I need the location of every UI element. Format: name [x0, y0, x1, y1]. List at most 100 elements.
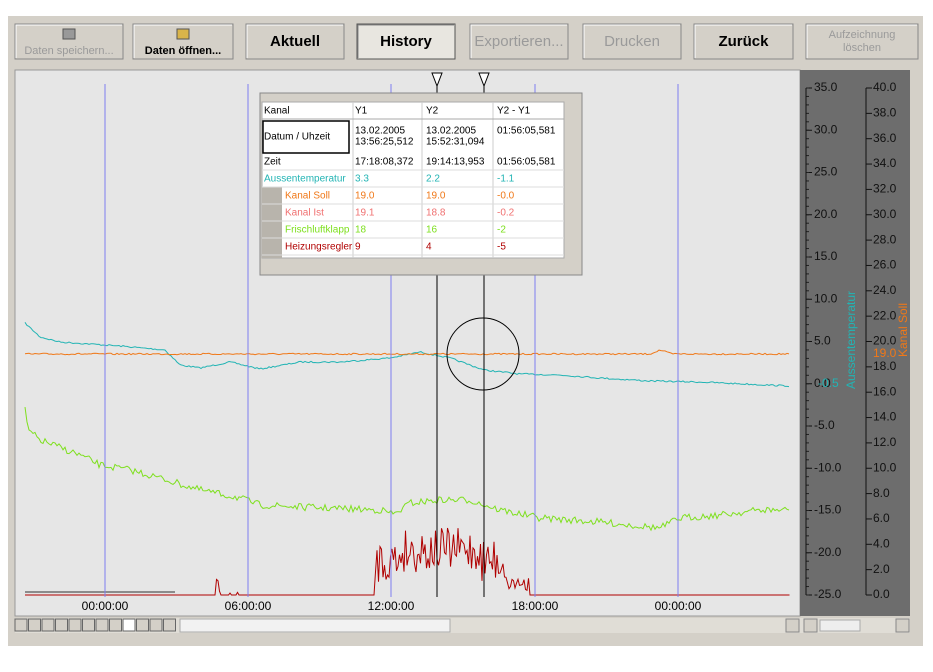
- left-tick-label: 35.0: [814, 80, 838, 94]
- left-tick-label: -20.0: [814, 545, 842, 559]
- table-cell: 13:56:25,512: [355, 137, 414, 148]
- button-label[interactable]: Aktuell: [270, 33, 320, 50]
- right-tick-label: 8.0: [873, 486, 890, 500]
- right-tick-label: 24.0: [873, 283, 897, 297]
- left-tick-label: -5.0: [814, 418, 835, 432]
- table-cell: 01:56:05,581: [497, 126, 556, 137]
- toolbar-button[interactable]: [693, 23, 794, 60]
- button-label[interactable]: Daten speichern...: [24, 45, 113, 57]
- tool-icon[interactable]: [163, 618, 176, 632]
- left-tick-label: 20.0: [814, 207, 838, 221]
- button-bevel: [806, 24, 917, 58]
- table-cell: 19:14:13,953: [426, 157, 485, 168]
- scroll-thumb[interactable]: [179, 618, 451, 633]
- right-axis-title: Kanal Soll: [896, 303, 910, 357]
- table-cell: 17:18:08,372: [355, 157, 414, 168]
- button-bevel: [470, 24, 567, 58]
- right-tick-label: 38.0: [873, 106, 897, 120]
- tool-icon[interactable]: [41, 618, 55, 632]
- trace: [25, 527, 790, 596]
- right-tick-label: 4.0: [873, 536, 890, 550]
- table-cell: Frischluftklapp: [285, 225, 350, 236]
- left-tick-label: 5.0: [814, 334, 831, 348]
- table-cell: Kanal Soll: [285, 191, 330, 202]
- left-marker: -0.5: [818, 376, 839, 390]
- right-tick-label: 28.0: [873, 232, 897, 246]
- button-label[interactable]: Aufzeichnung löschen: [829, 29, 896, 54]
- button-icon: [176, 28, 190, 40]
- scroll-right-2[interactable]: [895, 618, 910, 633]
- cursor-handle[interactable]: [431, 72, 443, 88]
- table-cell: 13.02.2005: [426, 126, 476, 137]
- left-tick-label: -15.0: [814, 503, 842, 517]
- button-label[interactable]: History: [380, 33, 432, 50]
- table-cell: 19.0: [355, 191, 375, 202]
- tool-icon[interactable]: [82, 618, 95, 632]
- right-tick-label: 16.0: [873, 384, 897, 398]
- table-cell: 3.3: [355, 174, 369, 185]
- tool-icon[interactable]: [14, 618, 28, 632]
- left-tick-label: 10.0: [814, 291, 838, 305]
- time-label: 00:00:00: [82, 599, 129, 613]
- table-cell: Kanal Ist: [285, 208, 324, 219]
- traces: [24, 322, 790, 596]
- table-cell: 9: [355, 242, 361, 253]
- left-tick-label: 15.0: [814, 249, 838, 263]
- trace: [24, 407, 790, 532]
- table-cell: Aussentemperatur: [264, 174, 346, 185]
- table-cell: 16: [426, 225, 438, 236]
- toolbar-button[interactable]: [582, 23, 682, 60]
- table-header: Y2: [426, 106, 439, 117]
- axis-panel: [800, 70, 910, 616]
- button-bevel: [694, 24, 792, 58]
- button-icon: [62, 28, 76, 40]
- table-cell: 15:52:31,094: [426, 137, 485, 148]
- tool-icon[interactable]: [109, 618, 122, 632]
- table-cell: 18.8: [426, 208, 446, 219]
- left-tick-label: 25.0: [814, 165, 838, 179]
- right-tick-label: 10.0: [873, 460, 897, 474]
- trace: [24, 349, 790, 356]
- toolbar-button[interactable]: [469, 23, 569, 60]
- tool-icon[interactable]: [28, 618, 41, 632]
- right-tick-label: 18.0: [873, 359, 897, 373]
- time-label: 06:00:00: [225, 599, 272, 613]
- table-header: Kanal: [264, 106, 290, 117]
- row-indent: [262, 187, 282, 258]
- toolbar-button[interactable]: [245, 23, 345, 60]
- toolbar-button[interactable]: [356, 23, 456, 60]
- table-header: Y1: [355, 106, 368, 117]
- button-label[interactable]: Daten öffnen...: [145, 45, 221, 57]
- time-label: 00:00:00: [655, 599, 702, 613]
- zoom-circle: [446, 317, 520, 391]
- right-tick-label: 14.0: [873, 410, 897, 424]
- tool-icon[interactable]: [149, 618, 163, 632]
- scrollbar-area: [15, 618, 910, 633]
- right-tick-label: 26.0: [873, 258, 897, 272]
- right-marker: 19.0: [873, 346, 897, 360]
- right-tick-label: 30.0: [873, 207, 897, 221]
- right-tick-label: 40.0: [873, 80, 897, 94]
- scroll-left-2[interactable]: [803, 618, 818, 633]
- right-tick-label: 0.0: [873, 587, 890, 601]
- table-header: Y2 - Y1: [497, 106, 531, 117]
- date-cell: [262, 120, 350, 154]
- tool-icon[interactable]: [95, 618, 109, 632]
- scroll-thumb-2[interactable]: [819, 619, 861, 632]
- scroll-right[interactable]: [785, 618, 800, 633]
- tool-icon[interactable]: [136, 618, 149, 632]
- left-axis-title: Aussentemperatur: [844, 291, 858, 389]
- toolbar-button[interactable]: [805, 23, 919, 60]
- tool-icon[interactable]: [122, 618, 136, 632]
- table-cell: 01:56:05,581: [497, 157, 556, 168]
- button-label[interactable]: Zurück: [718, 33, 769, 50]
- cursor-handle[interactable]: [478, 72, 490, 88]
- button-label[interactable]: Drucken: [604, 33, 660, 50]
- button-label[interactable]: Exportieren...: [474, 33, 563, 50]
- tool-icon[interactable]: [68, 618, 82, 632]
- table-cell: -1.1: [497, 174, 515, 185]
- table-cell: Heizungsregler: [285, 242, 353, 253]
- table-cell: -0.0: [497, 191, 515, 202]
- tool-icon[interactable]: [55, 618, 68, 632]
